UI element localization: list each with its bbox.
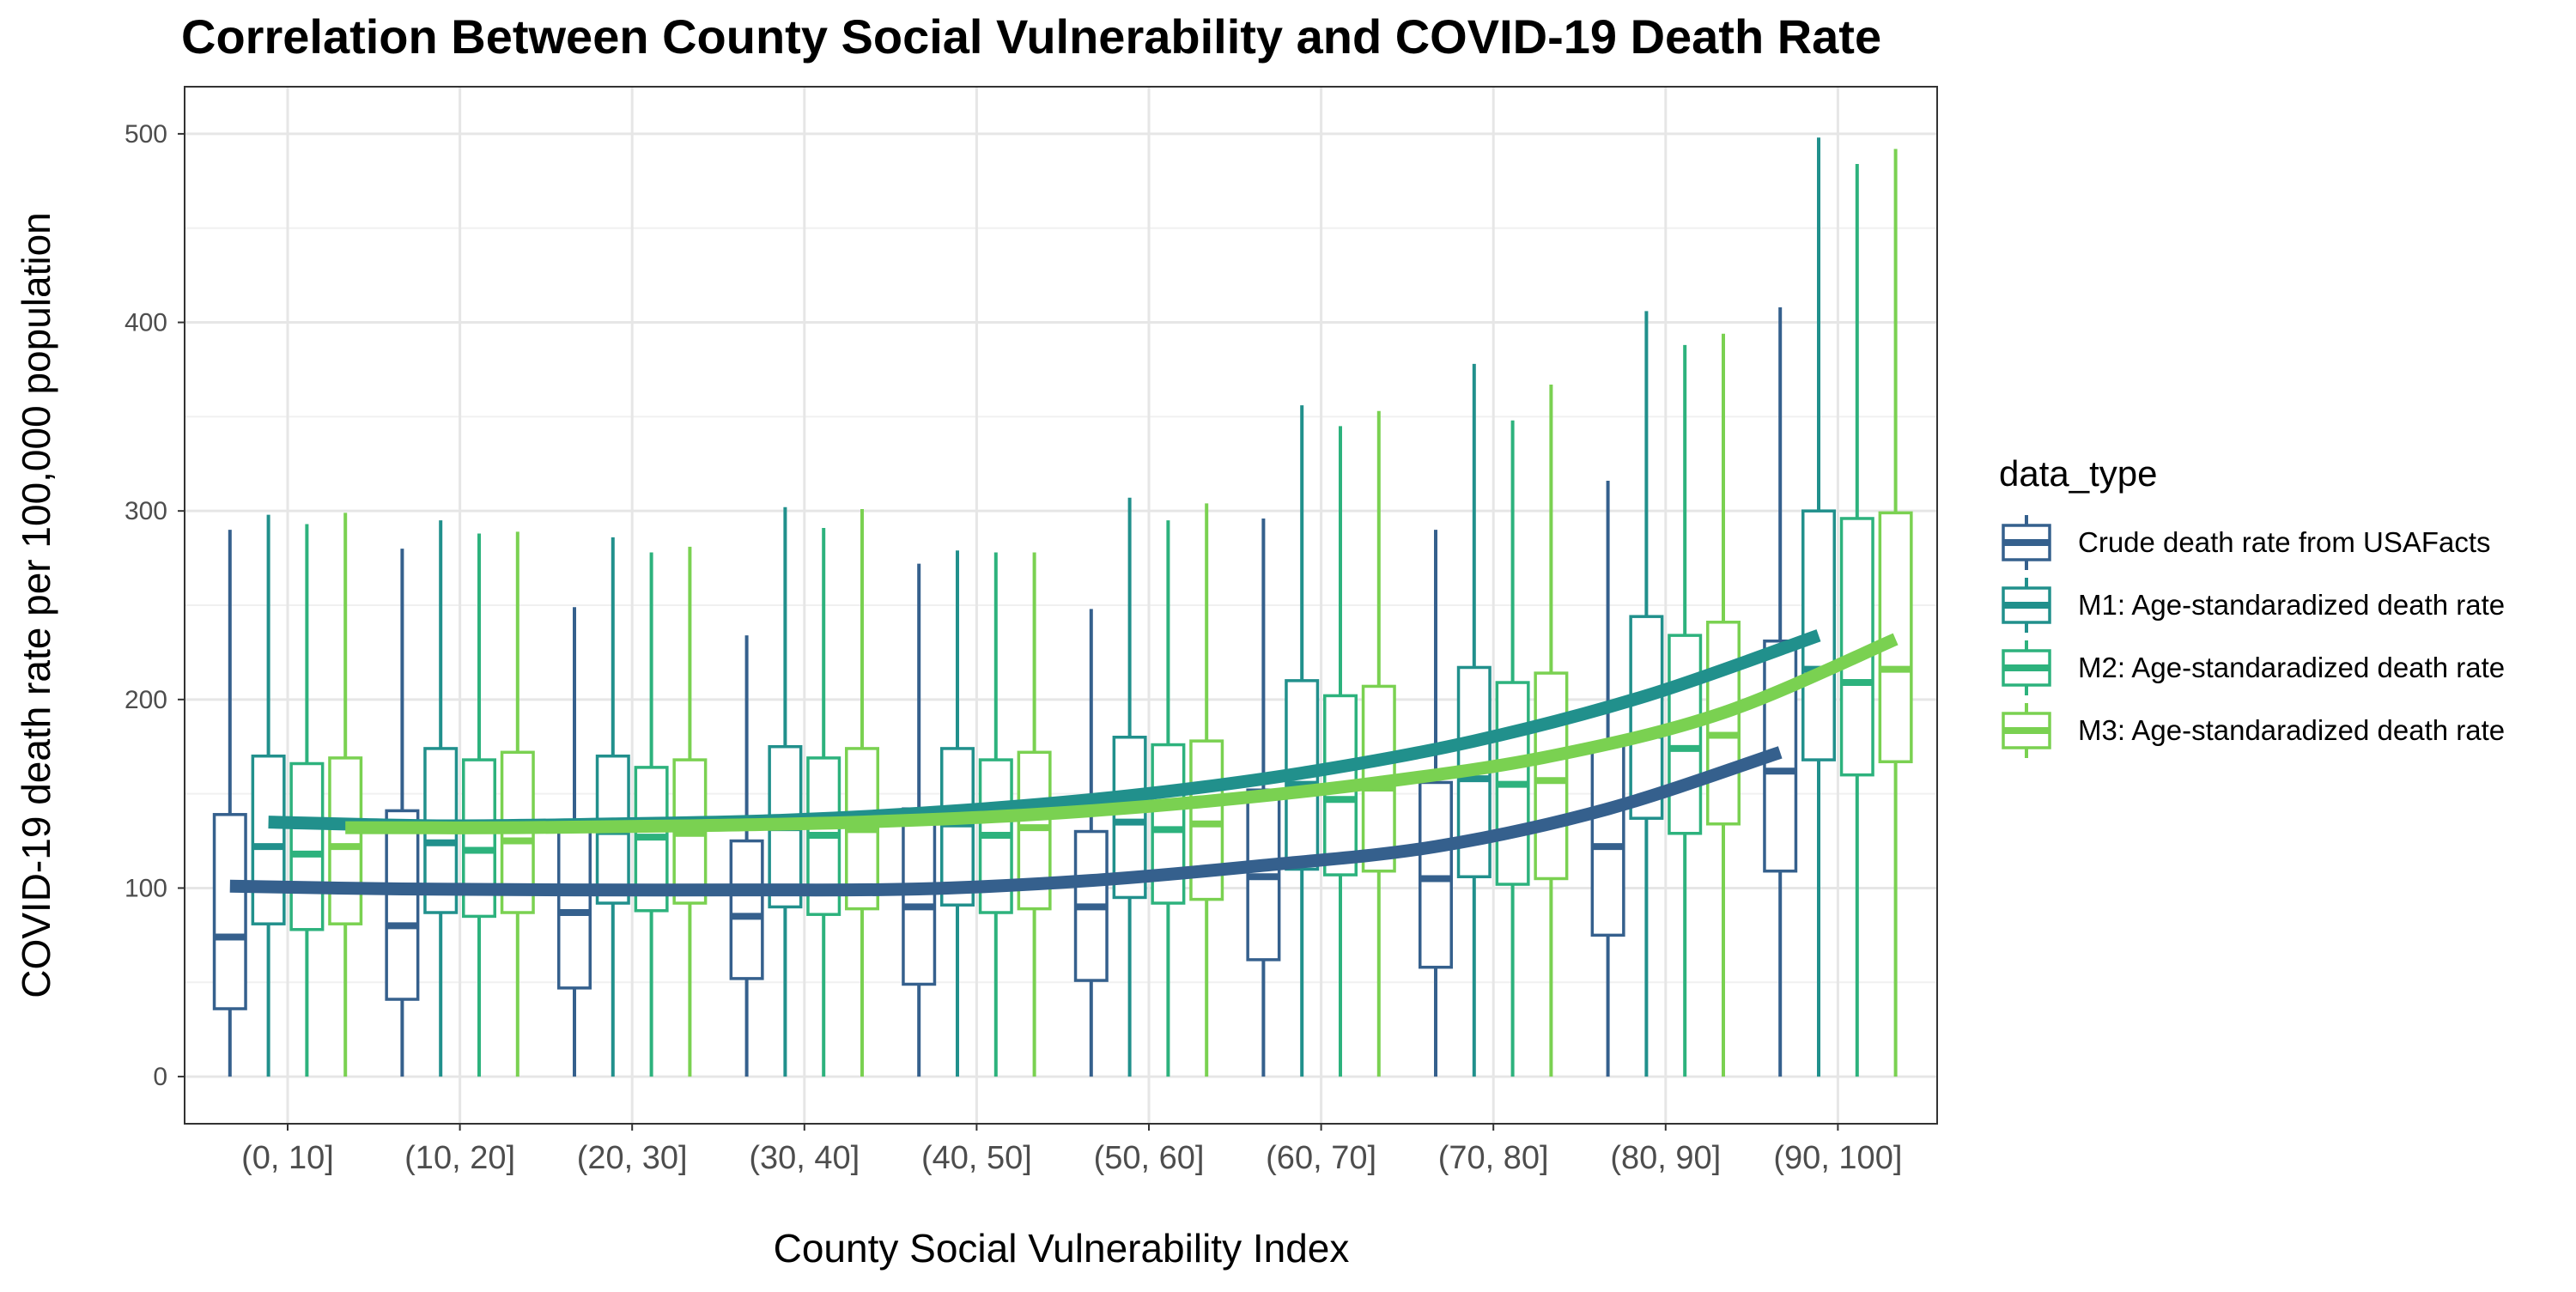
box-plot <box>212 530 247 1077</box>
legend-label: M1: Age-standaradized death rate <box>2078 589 2505 621</box>
trend-line <box>345 633 1899 834</box>
box-body <box>557 828 592 990</box>
x-tick-label: (60, 70] <box>1266 1140 1376 1176</box>
box-plot <box>289 524 325 1077</box>
y-tick-label: 200 <box>125 686 167 714</box>
box-body <box>1534 671 1569 881</box>
box-plot <box>1419 530 1453 1077</box>
box-body <box>289 761 325 931</box>
box-body <box>385 809 420 1001</box>
box-plot <box>1112 497 1147 1077</box>
box-plot <box>729 635 764 1077</box>
legend: data_type Crude death rate from USAFacts… <box>1999 453 2505 758</box>
x-tick-label: (50, 60] <box>1094 1140 1205 1176</box>
box-body <box>729 839 764 980</box>
box-plot <box>1495 420 1530 1077</box>
chart-title: Correlation Between County Social Vulner… <box>181 9 1881 64</box>
box-plot <box>1534 385 1569 1077</box>
box-plot <box>1073 609 1109 1077</box>
legend-label: Crude death rate from USAFacts <box>2078 526 2491 558</box>
x-axis-title: County Social Vulnerability Index <box>774 1226 1350 1271</box>
legend-item: M1: Age-standaradized death rate <box>2002 578 2505 633</box>
legend-label: M3: Age-standaradized death rate <box>2078 714 2505 746</box>
x-tick-label: (40, 50] <box>921 1140 1032 1176</box>
y-tick-label: 0 <box>153 1063 167 1091</box>
y-axis-title: COVID-19 death rate per 100,000 populati… <box>14 212 58 998</box>
y-tick-label: 500 <box>125 120 167 149</box>
y-tick-label: 100 <box>125 874 167 902</box>
box-body <box>1590 741 1625 937</box>
box-body <box>328 756 363 925</box>
y-tick-label: 300 <box>125 497 167 525</box>
plot-panel-border <box>184 86 1938 1125</box>
y-axis-ticks: 0 100 200 300 400 500 <box>125 120 185 1091</box>
x-tick-label: (80, 90] <box>1610 1140 1721 1176</box>
box-plot <box>385 549 420 1077</box>
box-body <box>902 807 937 986</box>
trend-line <box>229 746 1783 897</box>
box-plot <box>1590 481 1625 1077</box>
box-plot <box>557 607 592 1077</box>
x-tick-label: (70, 80] <box>1438 1140 1549 1176</box>
legend-item: M3: Age-standaradized death rate <box>2002 703 2505 758</box>
box-plot <box>328 513 363 1077</box>
x-tick-label: (10, 20] <box>404 1140 515 1176</box>
box-plot <box>251 514 286 1077</box>
box-body <box>1668 634 1703 835</box>
x-tick-label: (20, 30] <box>577 1140 688 1176</box>
legend-items: Crude death rate from USAFacts M1: Age-st… <box>2002 515 2505 758</box>
box-body <box>1629 615 1664 820</box>
box-body <box>1419 780 1453 969</box>
x-tick-label: (30, 40] <box>749 1140 860 1176</box>
box-plot <box>1246 518 1281 1077</box>
x-tick-label: (90, 100] <box>1773 1140 1902 1176</box>
x-tick-label: (0, 10] <box>241 1140 334 1176</box>
box-plot <box>1878 149 1913 1077</box>
box-body <box>251 754 286 925</box>
legend-label: M2: Age-standaradized death rate <box>2078 652 2505 683</box>
legend-item: Crude death rate from USAFacts <box>2002 515 2491 570</box>
legend-title: data_type <box>1999 453 2158 494</box>
box-plot <box>1668 344 1703 1077</box>
trend-lines <box>229 629 1899 897</box>
y-tick-label: 400 <box>125 309 167 337</box>
box-body <box>212 813 247 1010</box>
legend-item: M2: Age-standaradized death rate <box>2002 640 2505 695</box>
box-plot <box>940 550 975 1077</box>
grid <box>185 87 1937 1124</box>
box-plot <box>845 508 879 1077</box>
box-plot <box>1629 311 1664 1077</box>
x-axis-ticks: (0, 10] (10, 20] (20, 30] (30, 40] (40, 50] (… <box>241 1124 1902 1176</box>
